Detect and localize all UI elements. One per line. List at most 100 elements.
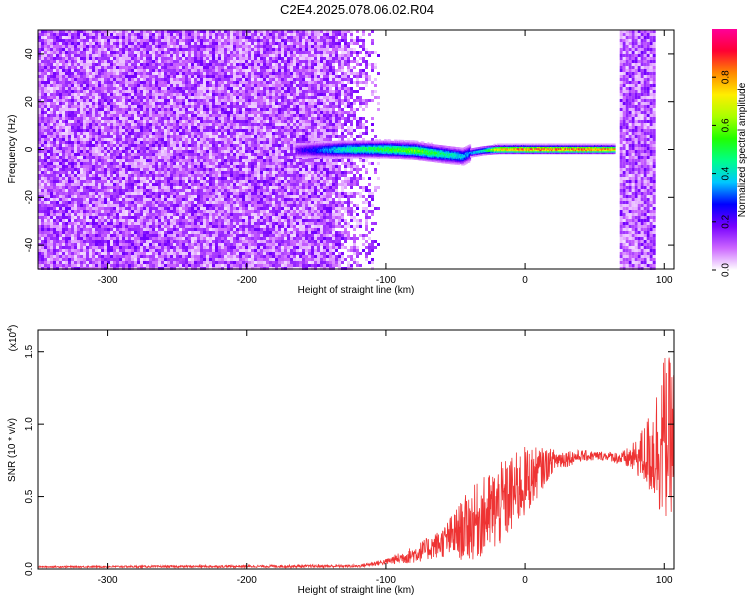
heatmap-cell xyxy=(95,69,98,72)
heatmap-cell xyxy=(218,174,221,177)
heatmap-cell xyxy=(161,99,164,102)
heatmap-cell xyxy=(74,78,77,81)
heatmap-cell xyxy=(176,264,179,267)
heatmap-cell xyxy=(137,201,140,204)
heatmap-cell xyxy=(92,192,95,195)
heatmap-cell xyxy=(80,255,83,258)
heatmap-cell xyxy=(74,90,77,93)
heatmap-cell xyxy=(209,117,212,120)
heatmap-cell xyxy=(47,183,50,186)
heatmap-cell xyxy=(86,174,89,177)
heatmap-cell xyxy=(170,135,173,138)
heatmap-cell xyxy=(50,213,53,216)
heatmap-cell xyxy=(77,99,80,102)
heatmap-cell xyxy=(185,249,188,252)
heatmap-cell xyxy=(107,123,110,126)
heatmap-cell xyxy=(110,240,113,243)
heatmap-cell xyxy=(140,90,143,93)
heatmap-cell xyxy=(113,93,116,96)
heatmap-cell xyxy=(53,243,56,246)
heatmap-cell xyxy=(65,174,68,177)
heatmap-cell xyxy=(80,30,83,33)
heatmap-cell xyxy=(140,165,143,168)
heatmap-cell xyxy=(122,168,125,171)
heatmap-cell xyxy=(152,243,155,246)
heatmap-cell xyxy=(161,60,164,63)
heatmap-cell xyxy=(149,186,152,189)
heatmap-cell xyxy=(83,51,86,54)
heatmap-cell xyxy=(140,48,143,51)
heatmap-cell xyxy=(212,93,215,96)
heatmap-cell xyxy=(89,249,92,252)
heatmap-cell xyxy=(122,111,125,114)
heatmap-cell xyxy=(125,129,128,132)
heatmap-cell xyxy=(83,147,86,150)
heatmap-cell xyxy=(128,48,131,51)
heatmap-cell xyxy=(95,189,98,192)
heatmap-cell xyxy=(59,225,62,228)
heatmap-cell xyxy=(179,150,182,153)
heatmap-cell xyxy=(38,78,41,81)
heatmap-cell xyxy=(155,204,158,207)
heatmap-cell xyxy=(197,258,200,261)
heatmap-cell xyxy=(188,30,191,33)
heatmap-cell xyxy=(185,159,188,162)
heatmap-cell xyxy=(188,84,191,87)
heatmap-cell xyxy=(89,102,92,105)
heatmap-cell xyxy=(65,54,68,57)
heatmap-cell xyxy=(86,72,89,75)
heatmap-cell xyxy=(176,177,179,180)
heatmap-cell xyxy=(113,108,116,111)
heatmap-cell xyxy=(182,135,185,138)
heatmap-cell xyxy=(218,210,221,213)
heatmap-cell xyxy=(221,201,224,204)
heatmap-cell xyxy=(185,102,188,105)
heatmap-cell xyxy=(176,207,179,210)
heatmap-cell xyxy=(206,246,209,249)
heatmap-cell xyxy=(155,186,158,189)
heatmap-cell xyxy=(191,219,194,222)
heatmap-cell xyxy=(215,141,218,144)
heatmap-cell xyxy=(119,258,122,261)
heatmap-cell xyxy=(149,264,152,267)
heatmap-cell xyxy=(116,132,119,135)
heatmap-cell xyxy=(182,165,185,168)
heatmap-cell xyxy=(47,36,50,39)
heatmap-cell xyxy=(77,78,80,81)
heatmap-cell xyxy=(146,153,149,156)
heatmap-cell xyxy=(110,156,113,159)
heatmap-cell xyxy=(155,87,158,90)
heatmap-cell xyxy=(200,192,203,195)
heatmap-cell xyxy=(41,225,44,228)
heatmap-cell xyxy=(104,213,107,216)
heatmap-cell xyxy=(68,57,71,60)
heatmap-cell xyxy=(50,54,53,57)
heatmap-cell xyxy=(107,138,110,141)
heatmap-cell xyxy=(200,147,203,150)
heatmap-cell xyxy=(218,63,221,66)
heatmap-cell xyxy=(59,222,62,225)
heatmap-cell xyxy=(164,153,167,156)
heatmap-cell xyxy=(56,48,59,51)
heatmap-cell xyxy=(161,63,164,66)
heatmap-cell xyxy=(200,207,203,210)
heatmap-cell xyxy=(182,111,185,114)
heatmap-cell xyxy=(152,102,155,105)
heatmap-cell xyxy=(158,222,161,225)
heatmap-cell xyxy=(50,174,53,177)
heatmap-cell xyxy=(152,81,155,84)
heatmap-cell xyxy=(83,249,86,252)
heatmap-cell xyxy=(86,162,89,165)
heatmap-cell xyxy=(143,120,146,123)
heatmap-cell xyxy=(62,30,65,33)
heatmap-cell xyxy=(95,210,98,213)
heatmap-cell xyxy=(140,66,143,69)
heatmap-cell xyxy=(179,105,182,108)
heatmap-cell xyxy=(164,165,167,168)
heatmap-cell xyxy=(185,189,188,192)
heatmap-cell xyxy=(134,258,137,261)
heatmap-cell xyxy=(122,171,125,174)
heatmap-cell xyxy=(68,207,71,210)
heatmap-cell xyxy=(68,135,71,138)
heatmap-cell xyxy=(41,210,44,213)
